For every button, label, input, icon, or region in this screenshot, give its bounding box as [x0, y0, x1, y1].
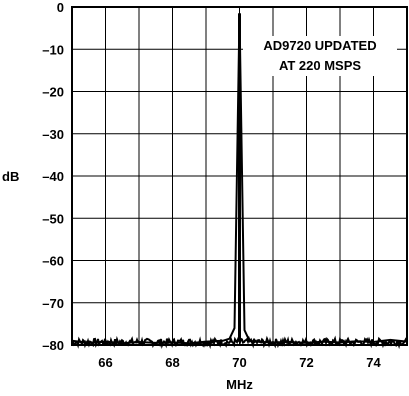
y-tick-label: –80	[42, 338, 64, 353]
y-tick-labels: 0 –10 –20 –30 –40 –50 –60 –70 –80	[42, 0, 64, 353]
annotation-box: AD9720 UPDATED AT 220 MSPS	[243, 36, 397, 76]
y-tick-label: –30	[42, 127, 64, 142]
annotation-background	[243, 36, 397, 76]
x-tick-label: 74	[366, 355, 381, 370]
annotation-line-2: AT 220 MSPS	[279, 58, 361, 73]
y-tick-label: –60	[42, 254, 64, 269]
y-tick-label: –70	[42, 296, 64, 311]
x-tick-label: 66	[98, 355, 112, 370]
x-axis-label: MHz	[226, 377, 253, 392]
x-tick-labels: 66 68 70 72 74	[98, 355, 381, 370]
y-axis-label: dB	[2, 169, 19, 184]
y-tick-label: 0	[57, 0, 64, 15]
y-tick-label: –20	[42, 85, 64, 100]
x-tick-label: 70	[232, 355, 246, 370]
y-tick-label: –10	[42, 42, 64, 57]
plot-frame	[71, 6, 408, 346]
annotation-line-1: AD9720 UPDATED	[263, 38, 376, 53]
y-tick-label: –50	[42, 211, 64, 226]
x-tick-label: 72	[299, 355, 313, 370]
x-tick-label: 68	[165, 355, 179, 370]
spectrum-trace	[71, 13, 408, 345]
y-tick-label: –40	[42, 169, 64, 184]
